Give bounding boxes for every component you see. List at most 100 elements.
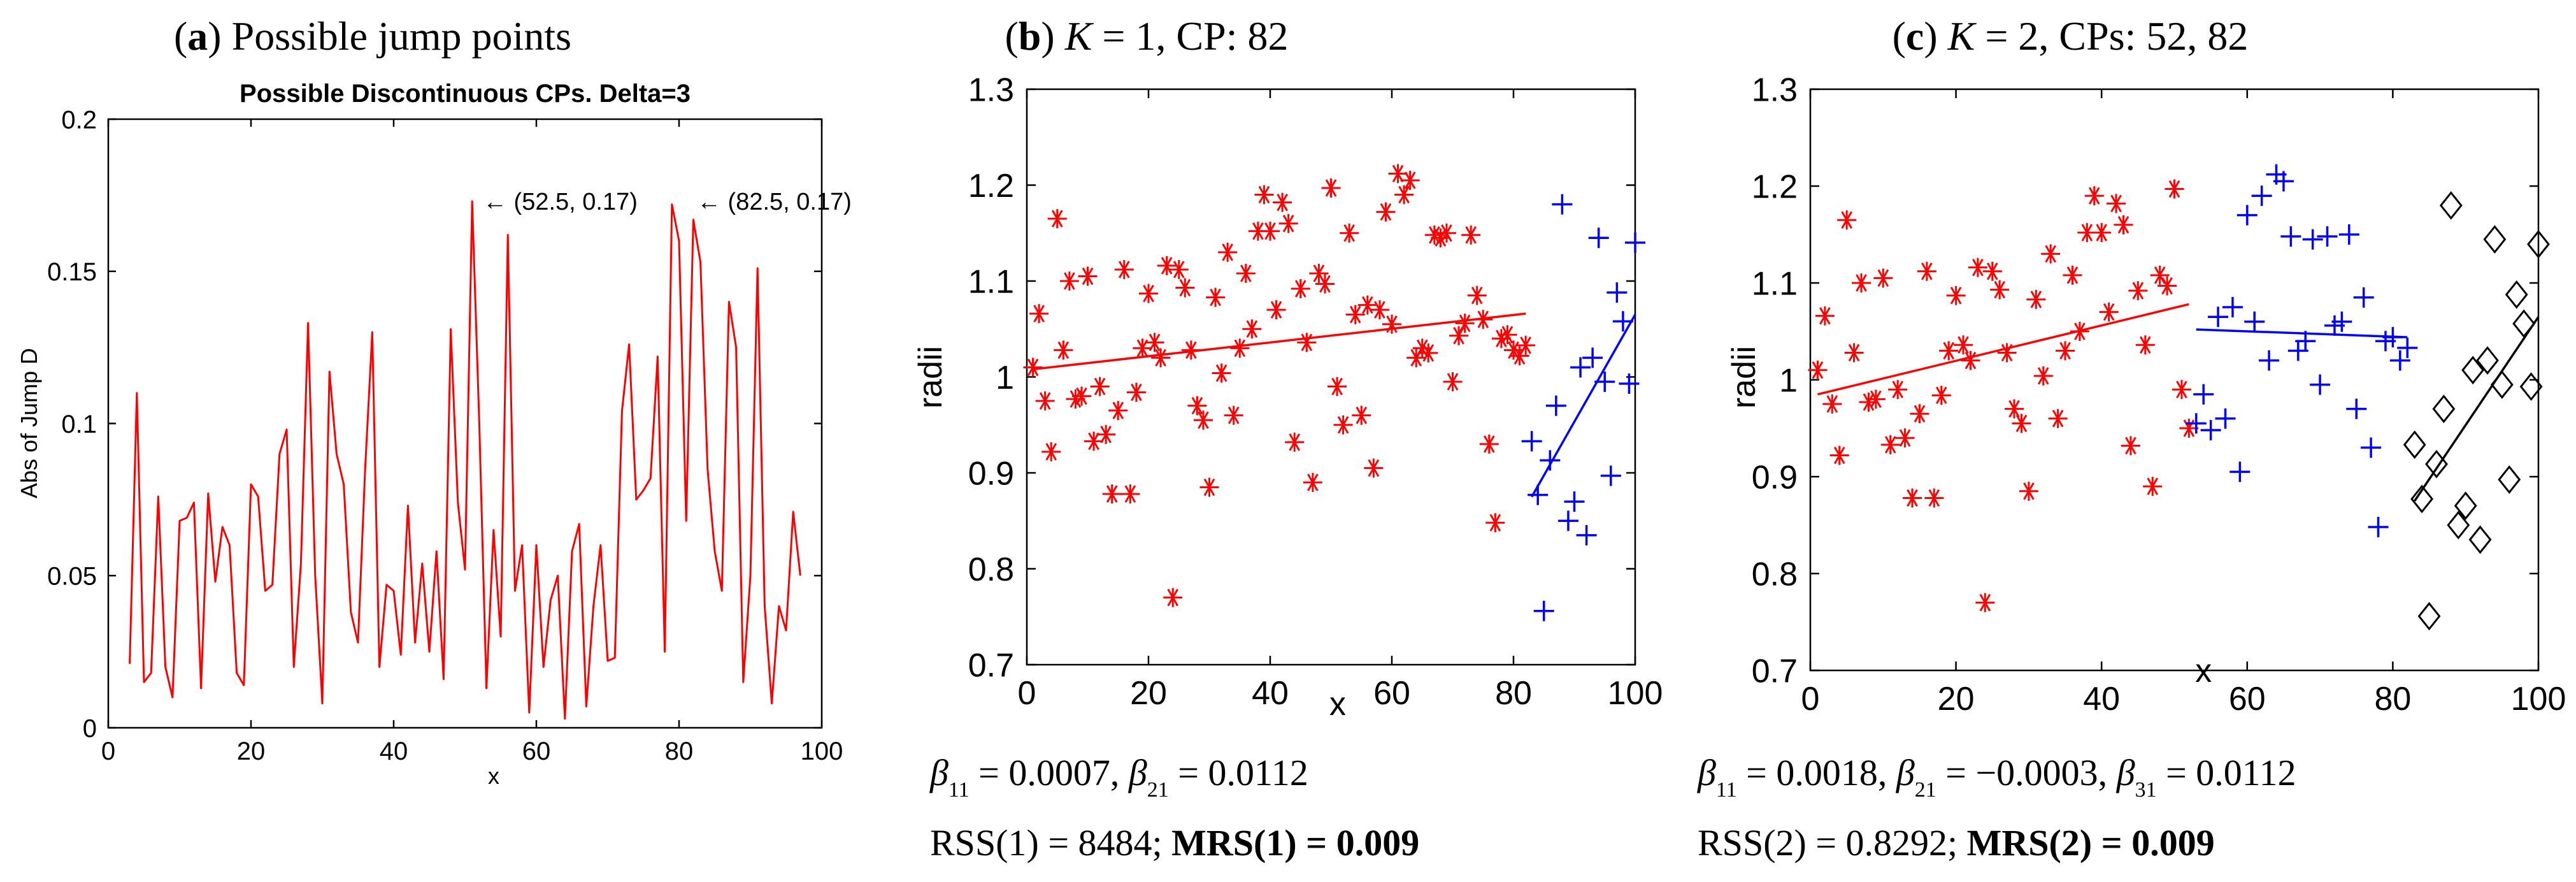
data-point-plus [2361,437,2382,458]
data-point-plus [2244,311,2265,332]
data-point-asterisk [2012,414,2031,433]
data-point-asterisk [1059,271,1079,291]
data-point-plus [1533,600,1554,621]
data-point-asterisk [1485,513,1505,533]
panel-b-title: = 1, CP: 82 [1092,13,1288,59]
data-point-asterisk [1873,268,1893,288]
x-tick-label: 40 [380,737,408,765]
data-point-asterisk [2026,289,2046,309]
x-tick-label: 0 [1801,681,1820,718]
data-point-asterisk [1808,360,1828,380]
data-point-asterisk [1822,394,1842,414]
data-point-plus [2236,205,2258,226]
data-point-asterisk [1047,209,1067,229]
data-point-asterisk [1242,319,1262,339]
y-tick-label: 1.3 [1752,72,1798,109]
data-point-asterisk [1345,305,1365,324]
panel-c-plot-frame [1809,88,2540,672]
data-point-asterisk [1023,358,1043,377]
data-point-asterisk [1181,340,1201,360]
panel-c-label: c [1906,13,1924,59]
data-point-diamond [2498,465,2521,494]
panel-b-mrs: MRS(1) = 0.009 [1171,822,1419,864]
panel-a-x-axis: 0 20 40 60 80 100 [101,119,843,765]
panel-a-y-label: Abs of Jump D [16,348,42,498]
panel-b-heading: (b) K = 1, CP: 82 [1005,13,1288,59]
data-point-asterisk [2033,366,2053,386]
change-point-mark: x [2195,653,2212,690]
x-tick-label: 80 [1495,675,1532,712]
data-point-asterisk [2135,335,2155,355]
data-point-plus [1557,510,1578,531]
panel-b-x-axis: 0 20 40 60 80 100 [1018,89,1663,712]
data-point-asterisk [1455,314,1475,333]
data-point-asterisk [1443,372,1463,392]
data-point-plus [1600,465,1621,486]
panel-b-formulas: β11 = 0.0007, β21 = 0.0112 RSS(1) = 8484… [929,752,1419,864]
data-point-asterisk [2143,477,2163,496]
data-point-asterisk [1054,340,1073,360]
data-point-asterisk [2070,322,2089,341]
panel-a-title: Possible jump points [232,13,571,59]
data-point-asterisk [1199,477,1219,497]
data-point-asterisk [2005,399,2024,419]
data-point-asterisk [1829,445,1849,465]
panel-b-label: b [1019,13,1041,59]
panel-c-formulas: β11 = 0.0018, β21 = −0.0003, β31 = 0.011… [1697,752,2296,864]
data-point-diamond [2454,491,2477,521]
x-tick-label: 0 [1018,675,1036,712]
data-point-asterisk [1467,286,1487,305]
data-point-asterisk [2107,194,2126,213]
data-point-plus [1570,357,1591,378]
data-point-asterisk [1333,415,1353,435]
data-point-diamond [2490,370,2514,400]
data-point-asterisk [2114,215,2133,235]
data-point-asterisk [2157,276,2177,296]
data-point-asterisk [1975,593,1995,612]
data-point-asterisk [1370,300,1389,320]
panel-b-x-label: x [1329,686,1346,723]
data-point-asterisk [1266,300,1286,320]
panel-b-y-axis: 0.7 0.8 0.9 1 1.1 1.2 1.3 [968,72,1635,684]
y-tick-label: 1.1 [1752,266,1798,303]
data-point-asterisk [1169,259,1189,279]
data-point-plus [1594,372,1615,393]
data-point-asterisk [1424,225,1444,245]
y-tick-label: 1.3 [968,72,1014,109]
y-tick-label: 0.7 [968,647,1014,684]
data-point-asterisk [1175,278,1195,298]
data-point-diamond [2425,449,2448,479]
data-point-asterisk [2048,408,2068,428]
panel-a-label: a [187,13,208,59]
x-tick-label: 60 [522,737,551,765]
data-point-diamond [2447,510,2470,540]
data-point-asterisk [1291,279,1310,299]
data-point-asterisk [1895,428,1915,448]
panel-a-x-label: x [488,763,499,789]
x-tick-label: 20 [1130,675,1167,712]
panel-a-y-axis: 0 0.05 0.1 0.15 0.2 [47,106,822,742]
data-point-asterisk [1473,310,1493,329]
panel-c-rss-line: RSS(2) = 0.8292; MRS(2) = 0.009 [1698,822,2215,864]
x-tick-label: 100 [2511,681,2566,718]
data-point-asterisk [1108,401,1128,421]
data-point-asterisk [1419,343,1438,363]
data-point-asterisk [2099,302,2119,322]
data-point-asterisk [1029,304,1049,324]
panel-a: (a) Possible jump points Possible Discon… [16,13,852,789]
data-point-asterisk [1837,210,1857,230]
data-point-plus [2251,185,2272,206]
data-point-asterisk [1297,333,1317,352]
data-point-asterisk [1163,588,1183,607]
data-point-asterisk [1218,242,1238,262]
panel-b-beta-line: β11 = 0.0007, β21 = 0.0112 [929,752,1308,802]
data-point-asterisk [1035,391,1055,411]
data-point-plus [2229,461,2250,482]
panel-a-heading: (a) Possible jump points [174,13,571,59]
data-point-plus [2338,224,2359,245]
data-point-plus [2208,307,2229,328]
data-point-asterisk [1261,221,1280,241]
data-point-asterisk [2092,222,2112,242]
